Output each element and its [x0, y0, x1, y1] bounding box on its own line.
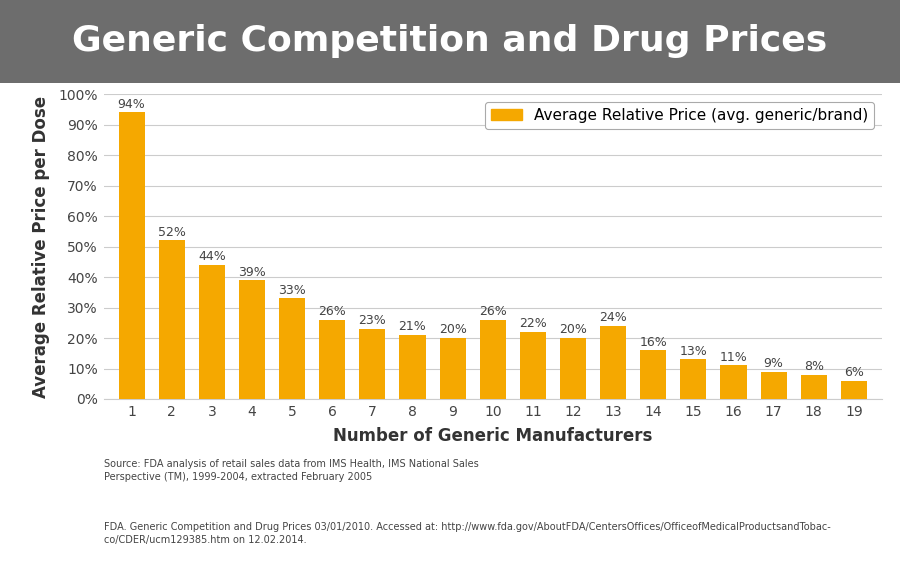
Bar	[801, 374, 827, 399]
Text: 39%: 39%	[238, 266, 266, 279]
Text: 44%: 44%	[198, 250, 226, 263]
Bar	[279, 298, 305, 399]
Bar	[158, 241, 184, 399]
Text: 24%: 24%	[599, 311, 627, 324]
Bar	[520, 332, 546, 399]
Legend: Average Relative Price (avg. generic/brand): Average Relative Price (avg. generic/bra…	[485, 101, 875, 129]
Text: Generic Competition and Drug Prices: Generic Competition and Drug Prices	[72, 25, 828, 58]
Bar	[199, 265, 225, 399]
Bar	[400, 335, 426, 399]
Text: 9%: 9%	[764, 357, 784, 370]
Bar	[600, 326, 626, 399]
Text: 33%: 33%	[278, 284, 306, 297]
Text: 11%: 11%	[720, 351, 747, 364]
Text: 52%: 52%	[158, 226, 185, 239]
X-axis label: Number of Generic Manufacturers: Number of Generic Manufacturers	[333, 427, 652, 445]
Text: 8%: 8%	[804, 360, 824, 373]
Bar	[721, 365, 747, 399]
Text: 20%: 20%	[438, 324, 466, 336]
Bar	[238, 280, 265, 399]
Bar	[119, 112, 145, 399]
Text: 21%: 21%	[399, 320, 427, 333]
Text: 20%: 20%	[559, 324, 587, 336]
Bar	[560, 338, 586, 399]
Text: 23%: 23%	[358, 314, 386, 327]
Text: 16%: 16%	[639, 336, 667, 349]
Bar	[640, 350, 666, 399]
Y-axis label: Average Relative Price per Dose: Average Relative Price per Dose	[32, 95, 50, 398]
Text: 13%: 13%	[680, 345, 707, 358]
Text: 26%: 26%	[479, 305, 507, 318]
Text: 22%: 22%	[519, 317, 547, 331]
Text: 6%: 6%	[844, 366, 864, 379]
Bar	[680, 359, 706, 399]
Bar	[439, 338, 465, 399]
Bar	[841, 381, 867, 399]
Bar	[320, 320, 346, 399]
Bar	[760, 372, 787, 399]
Bar	[480, 320, 506, 399]
Text: 94%: 94%	[118, 98, 146, 111]
Text: FDA. Generic Competition and Drug Prices 03/01/2010. Accessed at: http://www.fda: FDA. Generic Competition and Drug Prices…	[104, 522, 830, 545]
Bar	[359, 329, 385, 399]
Text: 26%: 26%	[319, 305, 346, 318]
Text: Source: FDA analysis of retail sales data from IMS Health, IMS National Sales
Pe: Source: FDA analysis of retail sales dat…	[104, 459, 478, 482]
